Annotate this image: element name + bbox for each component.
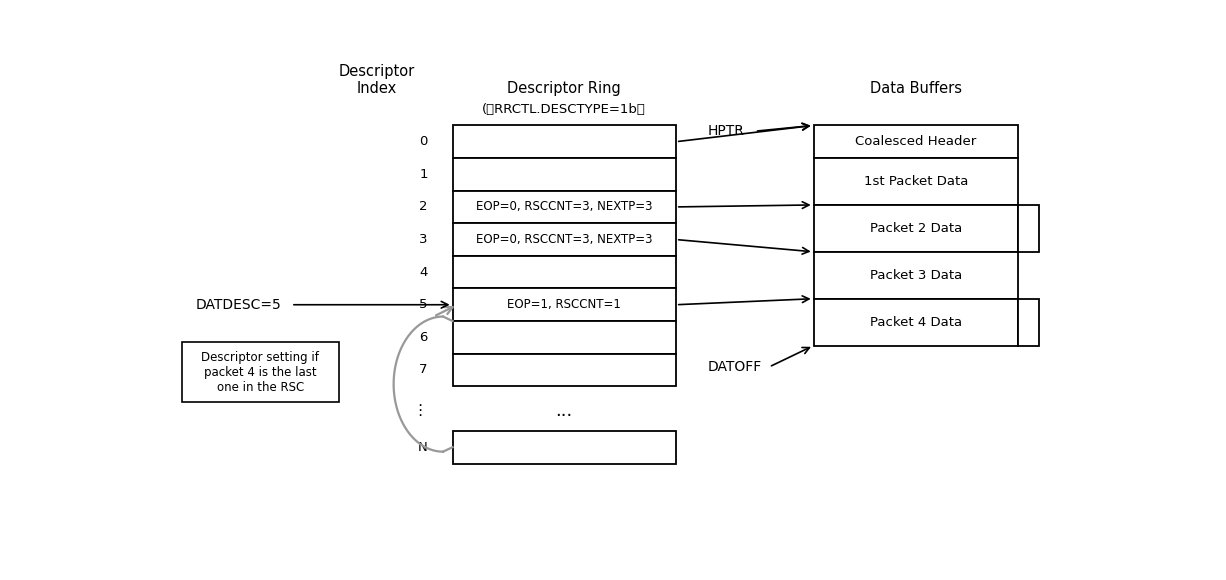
Text: Descriptor setting if
packet 4 is the last
one in the RSC: Descriptor setting if packet 4 is the la… bbox=[201, 351, 319, 394]
Text: EOP=0, RSCCNT=3, NEXTP=3: EOP=0, RSCCNT=3, NEXTP=3 bbox=[476, 233, 652, 246]
Text: Data Buffers: Data Buffers bbox=[869, 81, 961, 96]
Text: 1st Packet Data: 1st Packet Data bbox=[863, 175, 969, 188]
Bar bbox=[814, 299, 1018, 346]
Text: Descriptor
Index: Descriptor Index bbox=[338, 64, 414, 96]
Text: Descriptor Ring: Descriptor Ring bbox=[508, 81, 622, 96]
Text: HPTR: HPTR bbox=[707, 124, 744, 138]
Bar bbox=[452, 158, 676, 191]
Text: Packet 3 Data: Packet 3 Data bbox=[869, 269, 962, 282]
Text: 6: 6 bbox=[419, 331, 428, 344]
Text: 1: 1 bbox=[419, 168, 428, 181]
Bar bbox=[452, 191, 676, 223]
Text: 3: 3 bbox=[419, 233, 428, 246]
Text: 5: 5 bbox=[419, 298, 428, 311]
Text: ...: ... bbox=[555, 402, 573, 420]
Bar bbox=[1018, 299, 1038, 346]
Text: EOP=0, RSCCNT=3, NEXTP=3: EOP=0, RSCCNT=3, NEXTP=3 bbox=[476, 201, 652, 213]
Text: N: N bbox=[418, 441, 428, 454]
Text: 7: 7 bbox=[419, 364, 428, 376]
Text: DATDESC=5: DATDESC=5 bbox=[196, 298, 282, 311]
Text: DATOFF: DATOFF bbox=[707, 360, 761, 374]
Text: 0: 0 bbox=[419, 135, 428, 148]
Bar bbox=[452, 354, 676, 386]
Text: (＄RRCTL.DESCTYPE=1b）: (＄RRCTL.DESCTYPE=1b） bbox=[482, 103, 646, 115]
Text: EOP=1, RSCCNT=1: EOP=1, RSCCNT=1 bbox=[508, 298, 622, 311]
Text: ⋮: ⋮ bbox=[413, 403, 428, 418]
Bar bbox=[1018, 205, 1038, 252]
Text: Packet 4 Data: Packet 4 Data bbox=[869, 316, 962, 329]
Bar bbox=[814, 252, 1018, 299]
Bar bbox=[452, 256, 676, 288]
Text: 4: 4 bbox=[419, 266, 428, 278]
Bar bbox=[452, 223, 676, 256]
Text: Coalesced Header: Coalesced Header bbox=[855, 135, 976, 148]
Bar bbox=[452, 125, 676, 158]
Bar bbox=[452, 431, 676, 463]
Bar bbox=[452, 321, 676, 354]
Bar bbox=[452, 288, 676, 321]
Text: 2: 2 bbox=[419, 201, 428, 213]
Bar bbox=[814, 205, 1018, 252]
Text: Packet 2 Data: Packet 2 Data bbox=[869, 222, 962, 235]
Bar bbox=[181, 342, 338, 403]
Bar bbox=[814, 158, 1018, 205]
Bar bbox=[814, 125, 1018, 158]
